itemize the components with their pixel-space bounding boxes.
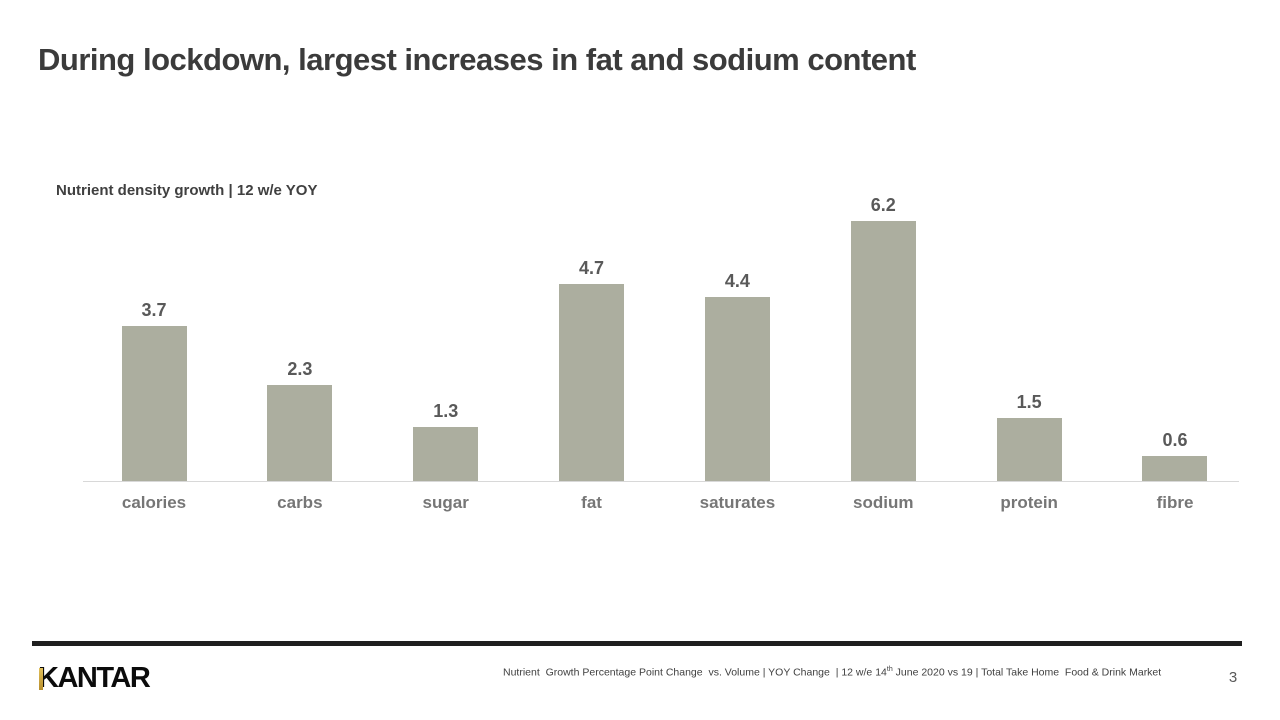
source-note-part1: Nutrient Growth Percentage Point Change … — [503, 666, 887, 679]
bar-value-label: 4.4 — [724, 271, 750, 291]
bar-value-label: 6.2 — [870, 195, 896, 215]
bar-protein — [996, 418, 1062, 481]
kantar-logo-text: KANTAR — [38, 662, 151, 694]
bar-sodium — [850, 221, 916, 481]
bar-carbs — [267, 385, 333, 481]
bar-sugar — [413, 427, 479, 481]
kantar-logo: KANTAR — [38, 662, 151, 694]
page-number: 3 — [1228, 669, 1238, 686]
bar-value-label: 4.7 — [579, 258, 605, 278]
category-label: sodium — [853, 493, 914, 512]
source-note-part2: June 2020 vs 19 | Total Take Home Food &… — [892, 666, 1162, 679]
bar-value-label: 0.6 — [1162, 430, 1188, 450]
source-note-superscript: th — [886, 666, 893, 673]
category-label: fat — [581, 493, 602, 512]
bar-fibre — [1142, 456, 1208, 481]
category-label: sugar — [422, 493, 469, 512]
slide-title: During lockdown, largest increases in fa… — [38, 42, 916, 77]
category-label: protein — [1000, 493, 1058, 512]
kantar-logo-gold-mark — [38, 668, 43, 690]
source-note: Nutrient Growth Percentage Point Change … — [503, 666, 1161, 679]
category-label: carbs — [277, 493, 323, 512]
x-axis-line — [83, 481, 1239, 482]
bar-value-label: 2.3 — [287, 359, 313, 379]
bar-value-label: 3.7 — [141, 300, 167, 320]
bar-value-label: 1.3 — [433, 401, 459, 421]
category-label: calories — [121, 493, 187, 512]
category-label: saturates — [699, 493, 776, 512]
category-label: fibre — [1156, 493, 1194, 512]
bar-fat — [559, 284, 625, 481]
bar-calories — [121, 326, 187, 481]
bar-saturates — [704, 297, 770, 481]
footer-divider — [32, 641, 1242, 646]
chart-heading: Nutrient density growth | 12 w/e YOY — [56, 182, 318, 199]
bar-value-label: 1.5 — [1016, 392, 1042, 412]
